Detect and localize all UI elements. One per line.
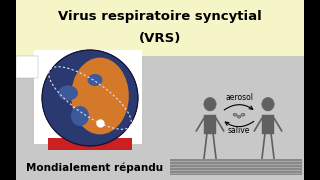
Text: aerosol: aerosol (225, 93, 253, 102)
Ellipse shape (262, 97, 274, 111)
Text: Mondialement répandu: Mondialement répandu (26, 163, 163, 173)
Text: (VRS): (VRS) (139, 31, 181, 44)
Bar (48, 138, 132, 150)
Ellipse shape (233, 113, 237, 116)
Bar (16, 56, 38, 78)
Ellipse shape (58, 86, 78, 100)
Bar (16, 56, 304, 180)
Text: Virus respiratoire syncytial: Virus respiratoire syncytial (58, 10, 262, 22)
Bar (34, 50, 142, 144)
Ellipse shape (71, 58, 129, 134)
FancyArrowPatch shape (224, 105, 253, 110)
Bar (204, 115, 216, 134)
Bar (304, 0, 320, 180)
Bar (262, 115, 274, 134)
FancyArrowPatch shape (225, 121, 254, 127)
Text: salive: salive (228, 126, 250, 135)
Ellipse shape (204, 97, 216, 111)
Bar (170, 159, 302, 175)
Bar (16, 0, 304, 56)
Ellipse shape (241, 113, 245, 116)
Ellipse shape (87, 74, 102, 86)
Ellipse shape (42, 50, 138, 146)
Ellipse shape (237, 115, 241, 118)
Ellipse shape (71, 106, 89, 126)
Bar (0, 0, 16, 180)
